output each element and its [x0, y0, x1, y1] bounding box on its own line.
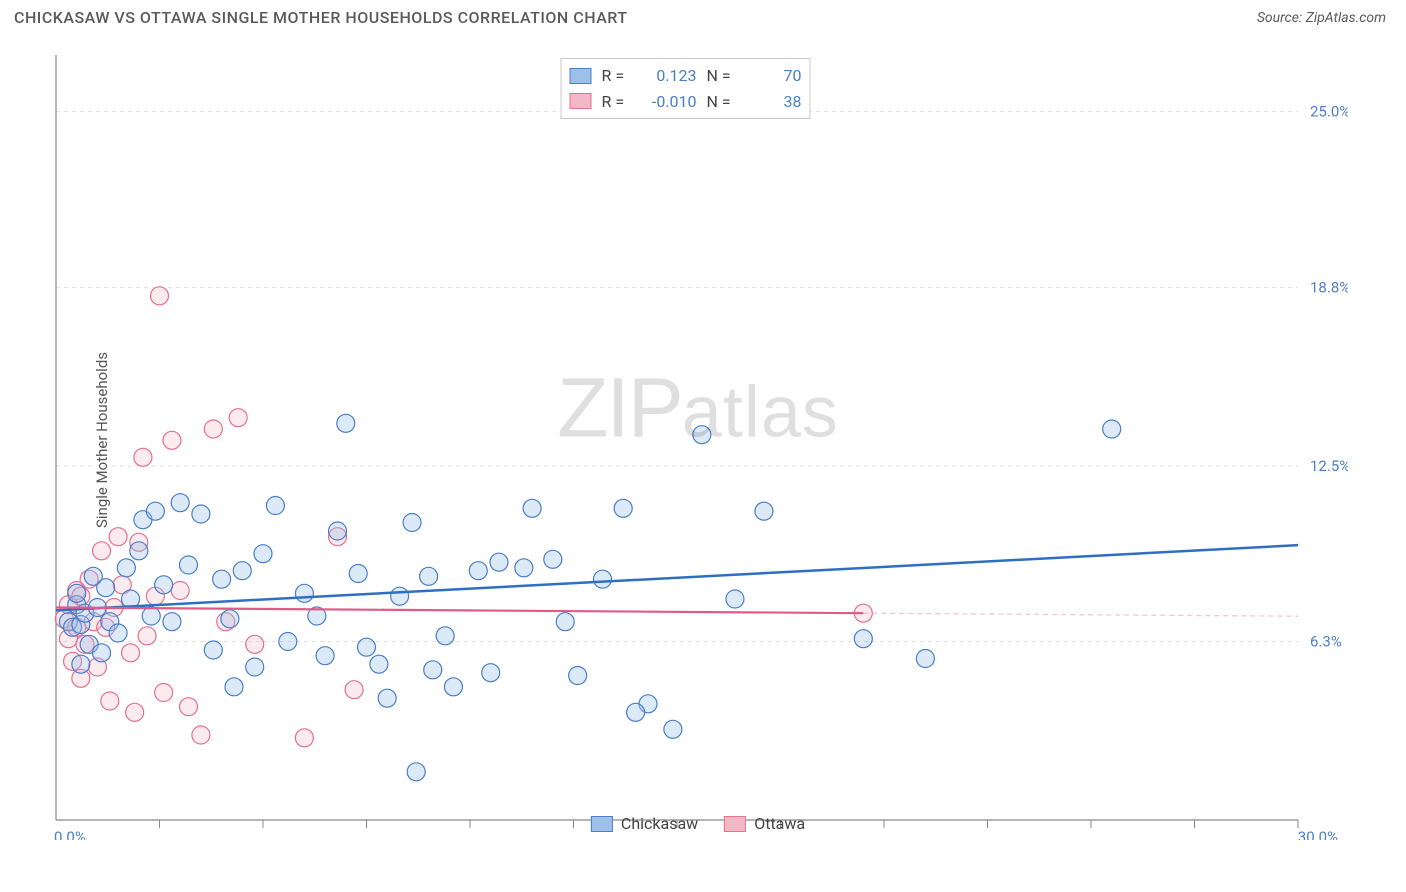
- r-value-a: 0.123: [642, 63, 697, 89]
- svg-text:12.5%: 12.5%: [1310, 457, 1348, 475]
- legend-label-a: Chickasaw: [621, 814, 698, 833]
- n-label: N =: [707, 63, 737, 89]
- r-label: R =: [602, 89, 632, 115]
- legend-label-b: Ottawa: [754, 814, 805, 833]
- svg-text:0.0%: 0.0%: [54, 828, 86, 840]
- svg-text:18.8%: 18.8%: [1310, 278, 1348, 296]
- swatch-chickasaw-icon: [591, 816, 613, 832]
- svg-text:30.0%: 30.0%: [1298, 828, 1338, 840]
- chart-header: CHICKASAW VS OTTAWA SINGLE MOTHER HOUSEH…: [0, 0, 1406, 31]
- legend-row-a: R = 0.123 N = 70: [570, 63, 802, 89]
- swatch-ottawa-icon: [724, 816, 746, 832]
- r-value-b: -0.010: [642, 89, 697, 115]
- n-value-a: 70: [747, 63, 802, 89]
- n-label: N =: [707, 89, 737, 115]
- svg-text:6.3%: 6.3%: [1310, 633, 1342, 651]
- n-value-b: 38: [747, 89, 802, 115]
- legend-item-b: Ottawa: [724, 814, 805, 833]
- chart-area: Single Mother Households 6.3% 12.5% 18.8% 2…: [48, 40, 1348, 840]
- correlation-legend: R = 0.123 N = 70 R = -0.010 N = 38: [561, 58, 811, 119]
- y-axis-label: Single Mother Households: [93, 352, 111, 528]
- svg-text:25.0%: 25.0%: [1310, 103, 1348, 121]
- r-label: R =: [602, 63, 632, 89]
- source-credit: Source: ZipAtlas.com: [1257, 10, 1386, 26]
- series-legend: Chickasaw Ottawa: [591, 814, 805, 833]
- chart-title: CHICKASAW VS OTTAWA SINGLE MOTHER HOUSEH…: [14, 8, 628, 27]
- legend-item-a: Chickasaw: [591, 814, 698, 833]
- source-value: ZipAtlas.com: [1306, 10, 1386, 26]
- legend-row-b: R = -0.010 N = 38: [570, 89, 802, 115]
- source-label: Source:: [1257, 10, 1302, 26]
- swatch-chickasaw: [570, 68, 592, 84]
- swatch-ottawa: [570, 93, 592, 109]
- scatter-chart: 6.3% 12.5% 18.8% 25.0% 0.0% 30.0%: [48, 40, 1348, 840]
